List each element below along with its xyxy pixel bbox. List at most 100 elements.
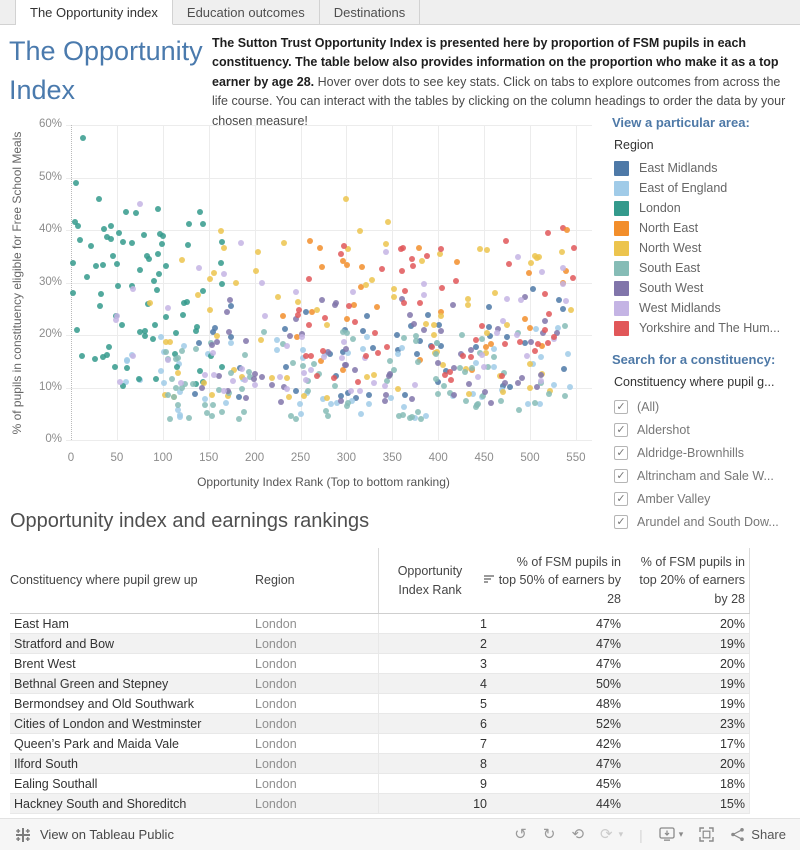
data-point[interactable]: [409, 263, 416, 270]
data-point[interactable]: [537, 354, 544, 361]
refresh-caret-icon[interactable]: ▾: [618, 829, 624, 839]
data-point[interactable]: [423, 412, 430, 419]
data-point[interactable]: [375, 349, 382, 356]
data-point[interactable]: [284, 374, 291, 381]
data-point[interactable]: [238, 366, 245, 373]
data-point[interactable]: [428, 344, 435, 351]
data-point[interactable]: [358, 411, 364, 418]
data-point[interactable]: [283, 342, 290, 349]
data-point[interactable]: [152, 376, 159, 383]
data-point[interactable]: [413, 350, 420, 357]
data-point[interactable]: [351, 319, 358, 326]
data-point[interactable]: [280, 383, 287, 390]
data-point[interactable]: [178, 385, 185, 392]
data-point[interactable]: [116, 230, 123, 237]
data-point[interactable]: [395, 385, 402, 392]
data-point[interactable]: [174, 364, 181, 371]
data-point[interactable]: [437, 342, 444, 349]
data-point[interactable]: [412, 415, 419, 422]
data-point[interactable]: [276, 374, 283, 381]
data-point[interactable]: [343, 195, 350, 202]
data-point[interactable]: [450, 302, 457, 309]
data-point[interactable]: [321, 315, 328, 322]
data-point[interactable]: [323, 408, 330, 415]
data-point[interactable]: [482, 389, 489, 396]
data-point[interactable]: [453, 258, 460, 265]
table-row[interactable]: East Ham London 1 47% 20%: [10, 614, 750, 634]
data-point[interactable]: [129, 285, 136, 292]
data-point[interactable]: [438, 285, 445, 292]
data-point[interactable]: [359, 345, 366, 352]
data-point[interactable]: [345, 399, 352, 406]
data-point[interactable]: [551, 381, 558, 388]
data-point[interactable]: [475, 373, 481, 380]
data-point[interactable]: [537, 401, 544, 408]
data-point[interactable]: [123, 208, 130, 215]
data-point[interactable]: [400, 412, 407, 419]
data-point[interactable]: [461, 368, 468, 375]
data-point[interactable]: [407, 322, 414, 329]
data-point[interactable]: [350, 289, 357, 296]
data-point[interactable]: [482, 349, 489, 356]
data-point[interactable]: [366, 400, 373, 407]
data-point[interactable]: [254, 249, 261, 256]
data-point[interactable]: [478, 336, 485, 343]
data-point[interactable]: [493, 330, 500, 337]
data-point[interactable]: [175, 360, 182, 367]
data-point[interactable]: [541, 290, 548, 297]
data-point[interactable]: [193, 328, 200, 335]
data-point[interactable]: [505, 261, 512, 268]
data-point[interactable]: [95, 195, 102, 202]
data-point[interactable]: [485, 363, 492, 370]
data-point[interactable]: [372, 329, 379, 336]
data-point[interactable]: [546, 310, 552, 317]
data-point[interactable]: [225, 388, 232, 395]
data-point[interactable]: [166, 338, 173, 345]
data-point[interactable]: [297, 411, 304, 418]
data-point[interactable]: [545, 339, 552, 346]
data-point[interactable]: [177, 389, 184, 396]
data-point[interactable]: [137, 266, 144, 273]
data-point[interactable]: [499, 317, 506, 324]
data-point[interactable]: [120, 382, 127, 389]
data-point[interactable]: [374, 304, 381, 311]
constituency-option-all[interactable]: ✓ (All): [614, 395, 798, 418]
data-point[interactable]: [424, 252, 430, 259]
data-point[interactable]: [490, 353, 497, 360]
data-point[interactable]: [292, 415, 299, 422]
data-point[interactable]: [168, 376, 175, 383]
data-point[interactable]: [151, 322, 158, 329]
data-point[interactable]: [468, 347, 475, 354]
data-point[interactable]: [130, 352, 137, 359]
data-point[interactable]: [421, 281, 428, 288]
data-point[interactable]: [286, 332, 293, 339]
data-point[interactable]: [237, 240, 244, 247]
data-point[interactable]: [242, 376, 249, 383]
data-point[interactable]: [151, 277, 158, 284]
data-point[interactable]: [196, 208, 203, 215]
data-point[interactable]: [277, 398, 284, 405]
data-point[interactable]: [177, 413, 184, 420]
data-point[interactable]: [321, 354, 328, 361]
data-point[interactable]: [136, 200, 143, 207]
data-point[interactable]: [193, 380, 200, 387]
data-point[interactable]: [437, 309, 444, 316]
data-point[interactable]: [438, 246, 445, 253]
data-point[interactable]: [119, 321, 126, 328]
data-point[interactable]: [384, 219, 391, 226]
data-point[interactable]: [562, 323, 569, 330]
constituency-option-arundel-and-south-dow[interactable]: ✓ Arundel and South Dow...: [614, 510, 798, 533]
data-point[interactable]: [222, 400, 229, 407]
data-point[interactable]: [413, 332, 420, 339]
data-point[interactable]: [431, 331, 438, 338]
data-point[interactable]: [141, 231, 148, 238]
data-point[interactable]: [457, 364, 464, 371]
data-point[interactable]: [394, 351, 401, 358]
data-point[interactable]: [517, 297, 524, 304]
data-point[interactable]: [171, 350, 178, 357]
data-point[interactable]: [149, 336, 156, 343]
data-point[interactable]: [338, 393, 344, 400]
data-point[interactable]: [547, 388, 554, 395]
data-point[interactable]: [391, 367, 398, 374]
data-point[interactable]: [135, 376, 142, 383]
